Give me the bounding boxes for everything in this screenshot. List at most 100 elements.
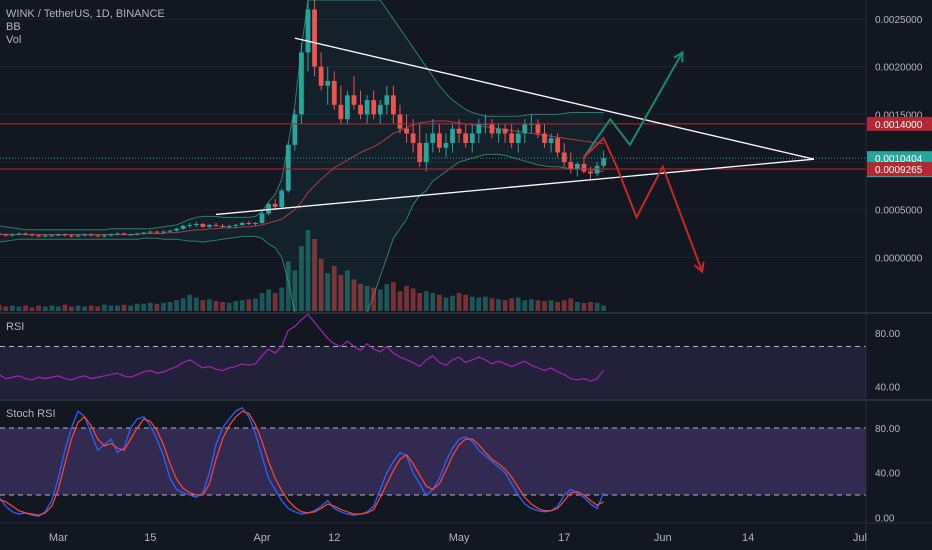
candle-body: [29, 234, 35, 236]
candle-body: [377, 104, 383, 115]
stoch-pane-label[interactable]: Stoch RSI: [6, 408, 56, 420]
bb-upper: [0, 0, 604, 231]
candle-body: [456, 128, 462, 134]
volume-bar: [456, 293, 462, 311]
volume-bar: [69, 306, 74, 311]
candle-body: [82, 234, 88, 236]
volume-bar: [134, 303, 140, 311]
candle-body: [259, 213, 265, 224]
horizontal-levels[interactable]: [0, 123, 866, 170]
candle-body: [574, 163, 580, 170]
time-tick-label: 15: [144, 532, 156, 544]
grid: [0, 18, 866, 258]
volume-bar: [121, 304, 127, 311]
volume-bar: [542, 301, 547, 311]
stoch-rsi-lines: [0, 406, 866, 517]
symbol-title[interactable]: WINK / TetherUS, 1D, BINANCE: [6, 8, 165, 20]
volume-bar: [180, 298, 186, 311]
candle-body: [358, 104, 363, 115]
candle-body: [601, 158, 607, 166]
volume-bar: [489, 298, 495, 311]
time-tick-label: May: [449, 532, 470, 544]
volume-bar: [338, 275, 344, 311]
volume-bar: [239, 300, 245, 311]
volume-bar: [161, 302, 166, 311]
stoch-series-1: [0, 410, 604, 516]
candle-body: [233, 224, 239, 226]
volume-bar: [568, 298, 574, 311]
indicator-vol-label[interactable]: Vol: [6, 34, 22, 46]
volume-bar: [528, 299, 534, 311]
stoch-tick-label: 40.00: [875, 469, 900, 480]
price-tick-label: 0.0005000: [875, 206, 923, 217]
volume-bar: [561, 300, 567, 311]
candle-body: [436, 133, 442, 148]
candle-body: [121, 233, 127, 235]
price-axis[interactable]: 0.0025000 0.0020000 0.0015000 0.0005000 0.00…: [875, 15, 923, 524]
volume-bar: [29, 307, 35, 311]
volume-bar: [555, 302, 561, 311]
volume-bar: [88, 305, 94, 311]
candle-body: [279, 190, 285, 207]
indicator-bb-label[interactable]: BB: [6, 21, 21, 33]
candle-body: [62, 234, 68, 236]
rsi-pane-label[interactable]: RSI: [6, 321, 25, 333]
candle-body: [161, 231, 166, 233]
volume-bar: [469, 296, 475, 311]
candle-body: [141, 232, 147, 234]
price-badge-text: 0.0014000: [875, 120, 923, 131]
candle-body: [312, 9, 317, 67]
volume-bar: [351, 279, 357, 311]
candle-body: [23, 233, 28, 235]
candle-body: [364, 100, 370, 115]
bb-fill: [0, 0, 604, 313]
trendline-descending-resistance: [294, 37, 815, 160]
candle-body: [509, 133, 515, 143]
volume-bar: [496, 299, 501, 311]
volume-bar: [476, 297, 482, 311]
volume-bar: [312, 239, 317, 311]
candle-body: [476, 123, 482, 134]
rsi-tick-label: 40.00: [875, 383, 900, 394]
volume-bar: [95, 306, 101, 311]
candle-body: [3, 234, 9, 236]
candle-body: [193, 223, 199, 225]
candle-body: [305, 9, 311, 53]
volume-bar: [548, 300, 554, 311]
trendlines[interactable]: [215, 37, 815, 216]
volume-bar: [384, 284, 390, 311]
candle-body: [115, 233, 120, 235]
volume-bar: [174, 300, 179, 311]
volume-bar: [62, 304, 68, 311]
candle-body: [496, 128, 501, 134]
candle-body: [154, 231, 160, 233]
candle-body: [285, 144, 291, 191]
candle-body: [443, 142, 449, 148]
volume-bar: [141, 303, 147, 311]
candle-body: [469, 133, 475, 143]
candle-body: [384, 95, 390, 105]
volume-bar: [574, 302, 580, 311]
volume-bar: [115, 305, 120, 311]
candle-body: [266, 203, 271, 214]
volume-bar: [588, 302, 593, 311]
volume-bar: [509, 298, 515, 311]
projection-arrows[interactable]: [583, 50, 705, 274]
candlesticks[interactable]: [0, 0, 607, 238]
candle-body: [489, 123, 495, 134]
candle-body: [108, 234, 114, 236]
candle-body: [522, 123, 528, 134]
volume-bar: [358, 284, 363, 311]
candle-body: [101, 235, 107, 237]
legend: WINK / TetherUS, 1D, BINANCE BB Vol: [6, 8, 165, 47]
volume-bar: [187, 294, 193, 311]
time-axis[interactable]: Mar 15 Apr 12 May 17 Jun 14 Jul: [49, 532, 867, 544]
candle-body: [246, 223, 252, 225]
volume-bar: [443, 297, 449, 311]
stoch-tick-label: 80.00: [875, 424, 900, 435]
candle-body: [581, 163, 587, 172]
volume-bar: [220, 302, 225, 311]
volume-bar: [279, 287, 285, 311]
